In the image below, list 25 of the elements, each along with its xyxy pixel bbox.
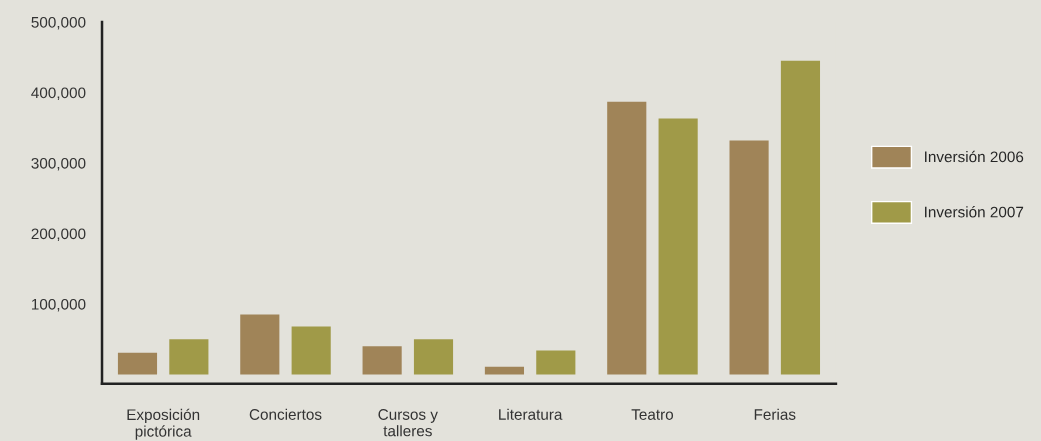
bar <box>362 346 402 375</box>
x-tick-label: Literatura <box>499 408 563 420</box>
y-tick-label: 200,000 <box>31 228 86 242</box>
bar <box>729 140 769 375</box>
bar <box>291 326 331 375</box>
bar <box>536 350 576 375</box>
bar <box>117 352 158 375</box>
x-tick-label: Conciertos <box>249 408 322 420</box>
legend-label: Inversión 2007 <box>925 206 1024 218</box>
x-tick-label: Cursos y talleres <box>378 409 438 437</box>
y-tick-label: 500,000 <box>31 16 86 30</box>
y-tick-label: 400,000 <box>31 87 86 101</box>
y-tick-label: 100,000 <box>31 298 86 312</box>
y-tick-label: 300,000 <box>31 157 86 171</box>
bar <box>658 118 698 375</box>
bar <box>240 314 280 375</box>
bar <box>413 339 454 375</box>
bar <box>169 339 209 375</box>
x-tick-label: Exposición pictórica <box>127 408 200 440</box>
legend-label: Inversión 2006 <box>925 150 1024 163</box>
bar <box>607 101 647 375</box>
bar <box>484 366 525 375</box>
x-tick-label: Ferias <box>754 408 796 420</box>
x-tick-label: Teatro <box>631 409 674 420</box>
bar <box>780 60 821 375</box>
